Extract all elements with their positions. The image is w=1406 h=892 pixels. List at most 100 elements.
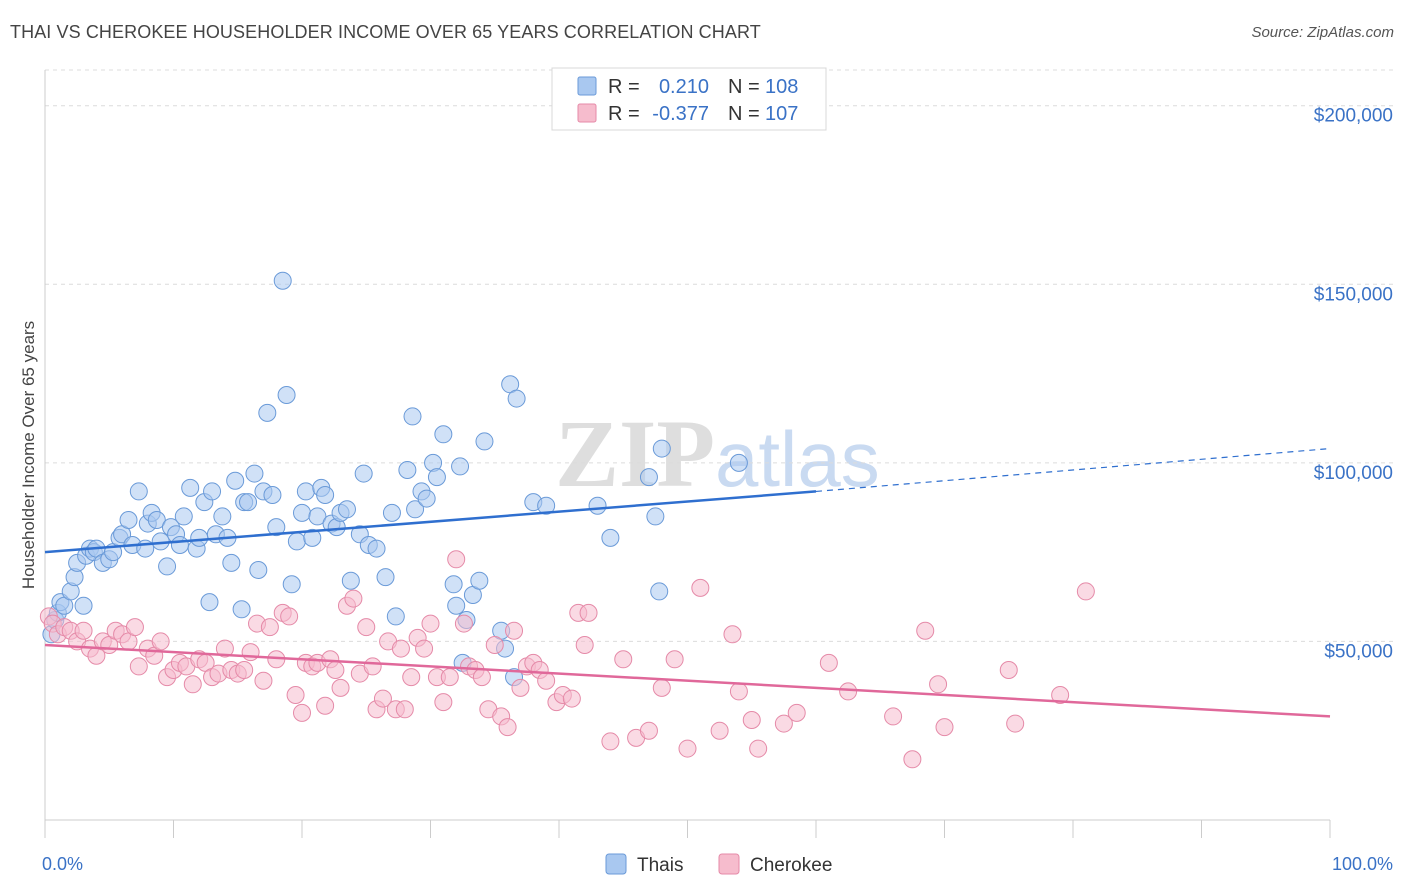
point-thais xyxy=(277,386,296,404)
point-cherokee xyxy=(254,671,273,690)
point-thais xyxy=(119,511,138,529)
point-cherokee xyxy=(505,621,524,640)
y-tick-label: $50,000 xyxy=(1324,641,1393,662)
point-cherokee xyxy=(723,625,742,644)
point-cherokee xyxy=(293,703,311,722)
point-thais xyxy=(263,486,282,504)
point-thais xyxy=(129,482,148,501)
point-cherokee xyxy=(316,696,335,715)
point-cherokee xyxy=(326,661,345,679)
point-cherokee xyxy=(614,650,633,669)
point-thais xyxy=(367,539,386,558)
point-cherokee xyxy=(652,678,671,697)
point-thais xyxy=(427,468,446,487)
point-thais xyxy=(258,403,277,422)
legend-r-value-thais: 0.210 xyxy=(659,76,709,98)
point-cherokee xyxy=(357,618,376,637)
legend-n-value-thais: 108 xyxy=(765,76,798,98)
point-cherokee xyxy=(373,689,392,708)
point-thais xyxy=(434,425,453,444)
axes xyxy=(44,70,1331,838)
point-cherokee xyxy=(678,739,697,758)
point-cherokee xyxy=(511,678,530,697)
trendline-extension-thais xyxy=(815,447,1331,493)
series-legend-label-thais: Thais xyxy=(637,855,683,876)
point-cherokee xyxy=(280,607,299,626)
point-cherokee xyxy=(601,732,620,751)
point-cherokee xyxy=(916,621,935,640)
point-thais xyxy=(158,557,177,576)
point-thais xyxy=(398,461,417,479)
point-thais xyxy=(239,493,258,512)
point-cherokee xyxy=(215,639,234,658)
point-thais xyxy=(222,553,241,572)
point-thais xyxy=(417,489,436,508)
point-cherokee xyxy=(999,661,1018,679)
point-thais xyxy=(403,407,422,426)
point-cherokee xyxy=(434,693,453,712)
point-thais xyxy=(341,571,360,590)
point-cherokee xyxy=(787,703,806,722)
point-thais xyxy=(382,503,401,522)
legend-box xyxy=(551,67,827,131)
point-cherokee xyxy=(344,589,363,608)
point-cherokee xyxy=(742,711,761,729)
series-legend-swatch-cherokee xyxy=(718,853,740,875)
chart-title: THAI VS CHEROKEE HOUSEHOLDER INCOME OVER… xyxy=(10,22,761,42)
point-cherokee xyxy=(286,686,305,704)
point-cherokee xyxy=(183,675,202,694)
point-cherokee xyxy=(440,668,459,687)
stats-legend: R = 0.210 N = 108 R = -0.377 N = 107 xyxy=(551,67,827,131)
point-thais xyxy=(406,500,425,519)
legend-n-value-cherokee: 107 xyxy=(765,103,798,125)
series-legend-label-cherokee: Cherokee xyxy=(750,855,832,876)
point-cherokee xyxy=(235,661,254,679)
point-thais xyxy=(475,432,494,451)
y-tick-labels: $50,000 $100,000 $150,000 $200,000 xyxy=(1314,106,1393,663)
legend-r-label-thais: R = xyxy=(608,76,640,98)
point-thais xyxy=(287,532,306,551)
y-tick-label: $100,000 xyxy=(1314,463,1393,484)
point-thais xyxy=(174,507,193,526)
point-cherokee xyxy=(691,578,710,597)
y-tick-label: $200,000 xyxy=(1314,106,1393,127)
x-tick-label-end: 100.0% xyxy=(1332,854,1393,874)
point-cherokee xyxy=(579,603,598,622)
point-thais xyxy=(444,575,463,594)
point-thais xyxy=(470,571,489,590)
point-cherokee xyxy=(454,614,473,633)
point-thais xyxy=(646,507,665,526)
point-cherokee xyxy=(537,671,556,690)
point-thais xyxy=(181,478,200,497)
point-cherokee xyxy=(129,657,148,676)
point-cherokee xyxy=(74,621,93,640)
point-thais xyxy=(293,503,311,522)
point-cherokee xyxy=(1076,582,1095,601)
point-cherokee xyxy=(929,675,948,694)
point-thais xyxy=(267,518,286,537)
point-thais xyxy=(588,496,607,515)
point-thais xyxy=(601,528,620,547)
point-cherokee xyxy=(260,618,279,637)
point-thais xyxy=(232,600,251,619)
gridlines xyxy=(45,69,1395,642)
point-cherokee xyxy=(729,682,748,701)
legend-r-label-cherokee: R = xyxy=(608,103,640,125)
point-cherokee xyxy=(125,618,144,637)
point-thais xyxy=(296,482,315,501)
point-cherokee xyxy=(1006,714,1025,733)
point-thais xyxy=(354,464,373,483)
point-thais xyxy=(376,568,395,587)
point-thais xyxy=(451,457,470,476)
point-cherokee xyxy=(819,653,838,672)
point-thais xyxy=(226,471,245,490)
point-cherokee xyxy=(749,739,768,758)
point-thais xyxy=(303,528,322,547)
point-cherokee xyxy=(151,632,170,651)
y-axis-label: Householder Income Over 65 years xyxy=(19,321,38,589)
series-cherokee xyxy=(39,550,1095,769)
point-thais xyxy=(200,593,219,612)
watermark: ZIP atlas xyxy=(555,400,880,507)
point-thais xyxy=(507,389,526,408)
point-cherokee xyxy=(935,718,954,737)
